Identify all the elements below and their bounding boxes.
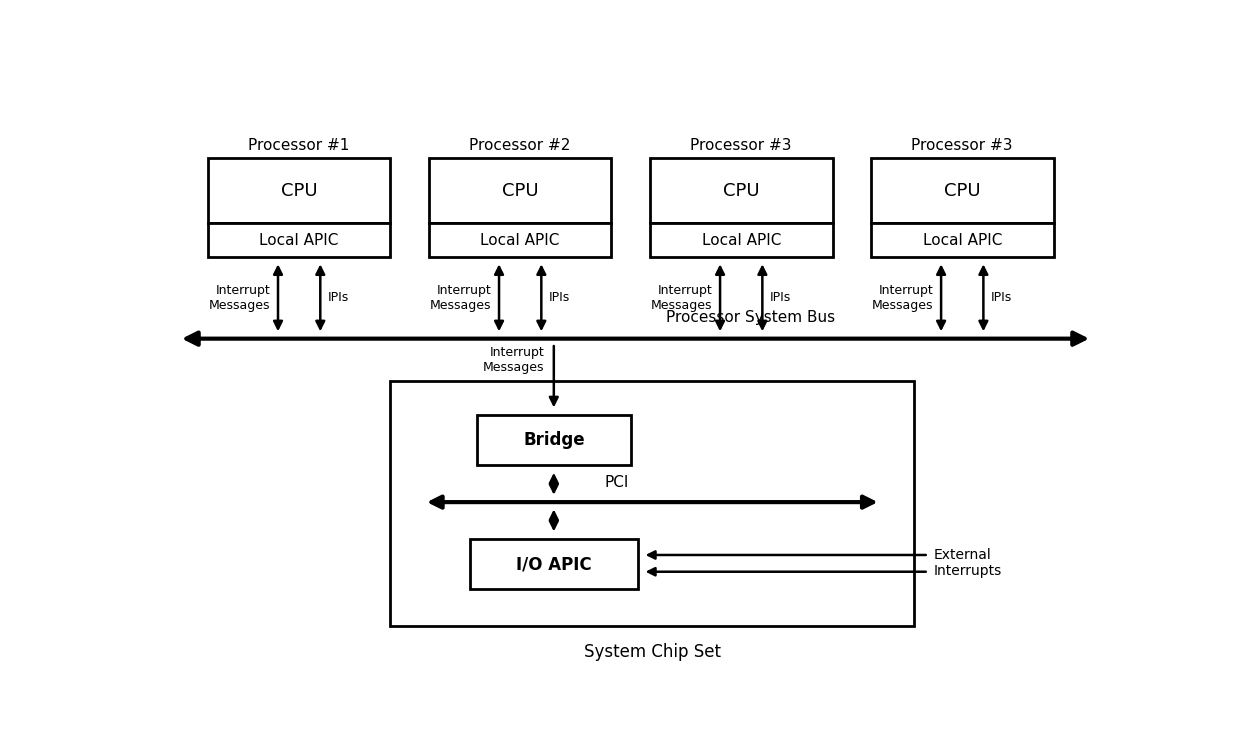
Text: CPU: CPU [502,182,538,200]
Text: Processor #3: Processor #3 [911,138,1013,154]
Bar [208,158,391,223]
Text: Interrupt
Messages: Interrupt Messages [208,284,270,312]
Text: Processor System Bus: Processor System Bus [666,310,836,324]
Bar [870,223,1054,257]
Text: CPU: CPU [944,182,981,200]
Text: Processor #1: Processor #1 [248,138,350,154]
Text: IPIs: IPIs [327,291,350,305]
Bar [650,223,832,257]
Text: External
Interrupts: External Interrupts [934,548,1002,578]
Text: CPU: CPU [280,182,317,200]
Text: Interrupt
Messages: Interrupt Messages [482,346,544,374]
Text: Local APIC: Local APIC [259,233,339,247]
Text: PCI: PCI [604,475,629,490]
Text: Bridge: Bridge [523,431,584,449]
Text: IPIs: IPIs [770,291,791,305]
Text: Local APIC: Local APIC [480,233,560,247]
Bar [470,539,637,589]
Text: IPIs: IPIs [991,291,1012,305]
Bar [208,223,391,257]
Text: System Chip Set: System Chip Set [584,643,720,661]
Bar [429,223,611,257]
Text: Local APIC: Local APIC [702,233,781,247]
Text: Interrupt
Messages: Interrupt Messages [872,284,934,312]
Bar [391,381,914,626]
Text: Interrupt
Messages: Interrupt Messages [651,284,712,312]
Text: I/O APIC: I/O APIC [516,555,591,573]
Text: Local APIC: Local APIC [923,233,1002,247]
Bar [650,158,832,223]
Text: CPU: CPU [723,182,760,200]
Text: IPIs: IPIs [549,291,570,305]
Bar [477,415,631,466]
Bar [870,158,1054,223]
Bar [429,158,611,223]
Text: Processor #3: Processor #3 [691,138,792,154]
Text: Processor #2: Processor #2 [470,138,570,154]
Text: Interrupt
Messages: Interrupt Messages [430,284,491,312]
